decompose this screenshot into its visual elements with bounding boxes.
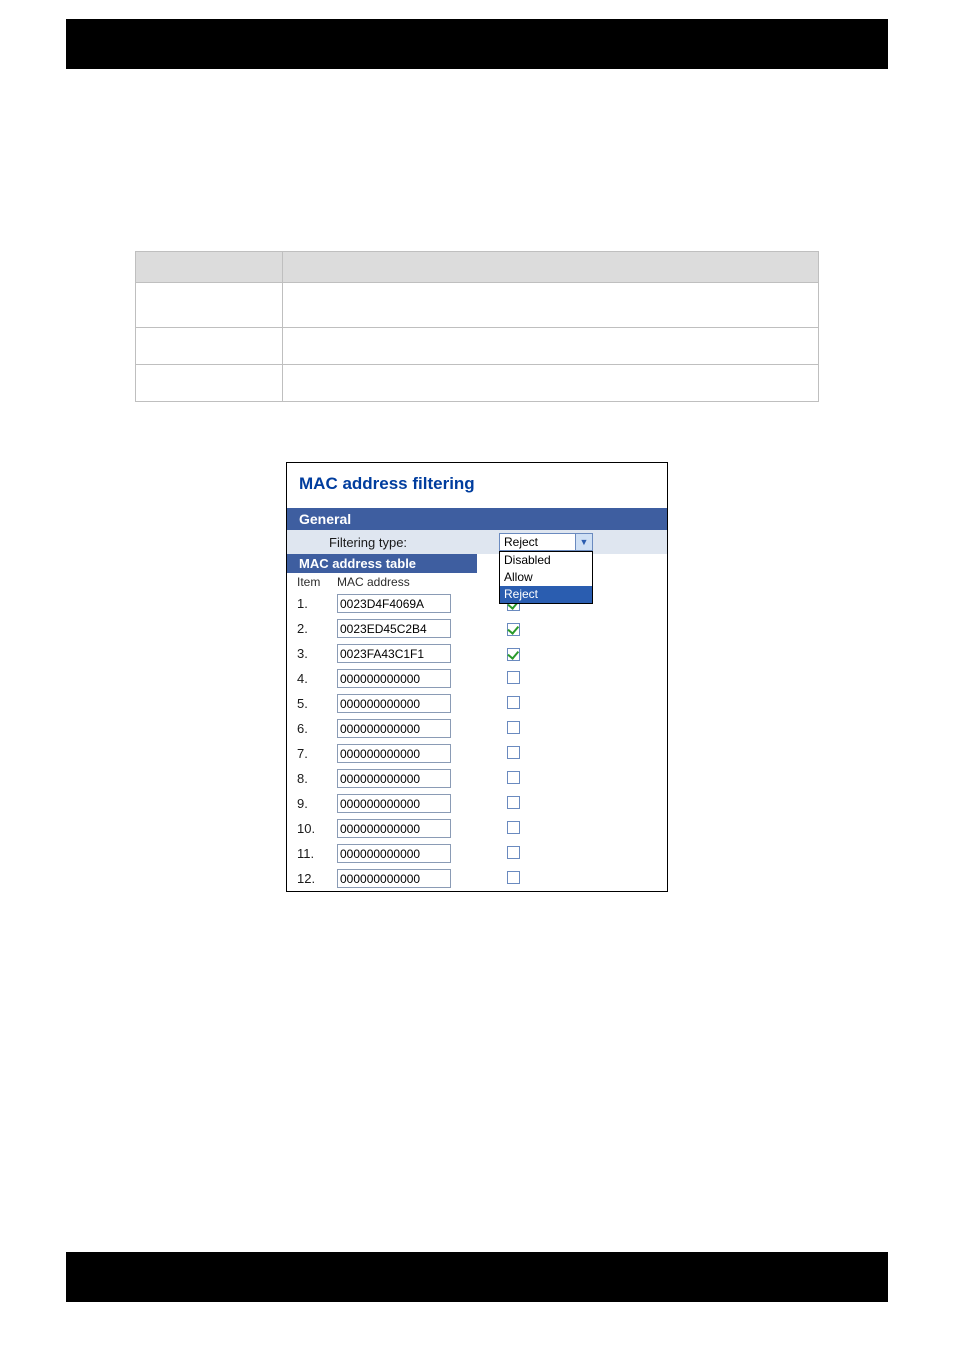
mac-row-index: 5. — [287, 696, 337, 711]
mac-row-index: 7. — [287, 746, 337, 761]
mac-enable-checkbox[interactable] — [507, 821, 520, 834]
mac-row: 11. — [287, 841, 667, 866]
mac-row: 3. — [287, 641, 667, 666]
filtering-type-selected: Reject — [504, 535, 538, 549]
mac-enable-checkbox[interactable] — [507, 671, 520, 684]
mac-row: 6. — [287, 716, 667, 741]
info-table-cell — [136, 328, 283, 365]
mac-row: 2. — [287, 616, 667, 641]
filtering-type-select[interactable]: Reject ▼ Disabled Allow Reject — [499, 533, 593, 551]
mac-enable-checkbox[interactable] — [507, 648, 520, 661]
mac-row-index: 11. — [287, 846, 337, 861]
mac-address-input[interactable] — [337, 644, 451, 663]
top-spacer — [0, 69, 954, 251]
general-section-header: General — [287, 508, 667, 530]
filtering-type-label: Filtering type: — [287, 535, 499, 550]
mac-enable-checkbox[interactable] — [507, 846, 520, 859]
mac-row-index: 2. — [287, 621, 337, 636]
mac-row: 1. — [287, 591, 667, 616]
mac-address-input[interactable] — [337, 694, 451, 713]
info-table — [135, 251, 819, 402]
info-table-cell — [136, 365, 283, 402]
mac-enable-checkbox[interactable] — [507, 623, 520, 636]
mac-row: 10. — [287, 816, 667, 841]
header-bar — [66, 19, 888, 69]
mac-enable-checkbox[interactable] — [507, 871, 520, 884]
mac-address-input[interactable] — [337, 669, 451, 688]
mac-enable-checkbox[interactable] — [507, 721, 520, 734]
mac-address-input[interactable] — [337, 844, 451, 863]
mac-row: 5. — [287, 691, 667, 716]
info-table-cell — [282, 328, 818, 365]
mac-address-input[interactable] — [337, 594, 451, 613]
mac-row-index: 12. — [287, 871, 337, 886]
mac-row-index: 6. — [287, 721, 337, 736]
info-table-header-b — [282, 252, 818, 283]
mac-address-input[interactable] — [337, 619, 451, 638]
chevron-down-icon: ▼ — [575, 534, 592, 550]
mac-rows-container: 1. 2. 3. 4. 5. 6. 7. 8. 9. 10. 11. 12. — [287, 591, 667, 891]
mac-address-input[interactable] — [337, 744, 451, 763]
mac-enable-checkbox[interactable] — [507, 746, 520, 759]
mac-row-index: 4. — [287, 671, 337, 686]
filtering-option-allow[interactable]: Allow — [500, 569, 592, 586]
column-header-item: Item — [287, 575, 337, 589]
mac-row-index: 10. — [287, 821, 337, 836]
mac-address-input[interactable] — [337, 819, 451, 838]
mac-row: 7. — [287, 741, 667, 766]
mac-filtering-panel: MAC address filtering General Filtering … — [286, 462, 668, 892]
mac-row: 8. — [287, 766, 667, 791]
info-table-cell — [136, 283, 283, 328]
mac-address-input[interactable] — [337, 719, 451, 738]
mac-address-input[interactable] — [337, 769, 451, 788]
mac-enable-checkbox[interactable] — [507, 696, 520, 709]
mac-enable-checkbox[interactable] — [507, 771, 520, 784]
mac-table-column-headers: Item MAC address — [287, 573, 667, 591]
mac-row-index: 8. — [287, 771, 337, 786]
info-table-cell — [282, 283, 818, 328]
footer-bar — [66, 1252, 888, 1302]
mac-row: 9. — [287, 791, 667, 816]
mac-address-input[interactable] — [337, 869, 451, 888]
mac-table-section-header: MAC address table — [287, 554, 477, 573]
info-table-cell — [282, 365, 818, 402]
mac-row-index: 9. — [287, 796, 337, 811]
panel-title: MAC address filtering — [287, 463, 667, 508]
filtering-option-reject[interactable]: Reject — [500, 586, 592, 603]
mac-row: 4. — [287, 666, 667, 691]
mac-row-index: 3. — [287, 646, 337, 661]
column-header-mac: MAC address — [337, 575, 487, 589]
info-table-header-a — [136, 252, 283, 283]
filtering-type-row: Filtering type: Reject ▼ Disabled Allow … — [287, 530, 667, 554]
mac-address-input[interactable] — [337, 794, 451, 813]
mac-row: 12. — [287, 866, 667, 891]
mac-row-index: 1. — [287, 596, 337, 611]
filtering-option-disabled[interactable]: Disabled — [500, 552, 592, 569]
filtering-type-dropdown[interactable]: Disabled Allow Reject — [499, 551, 593, 604]
mac-enable-checkbox[interactable] — [507, 796, 520, 809]
